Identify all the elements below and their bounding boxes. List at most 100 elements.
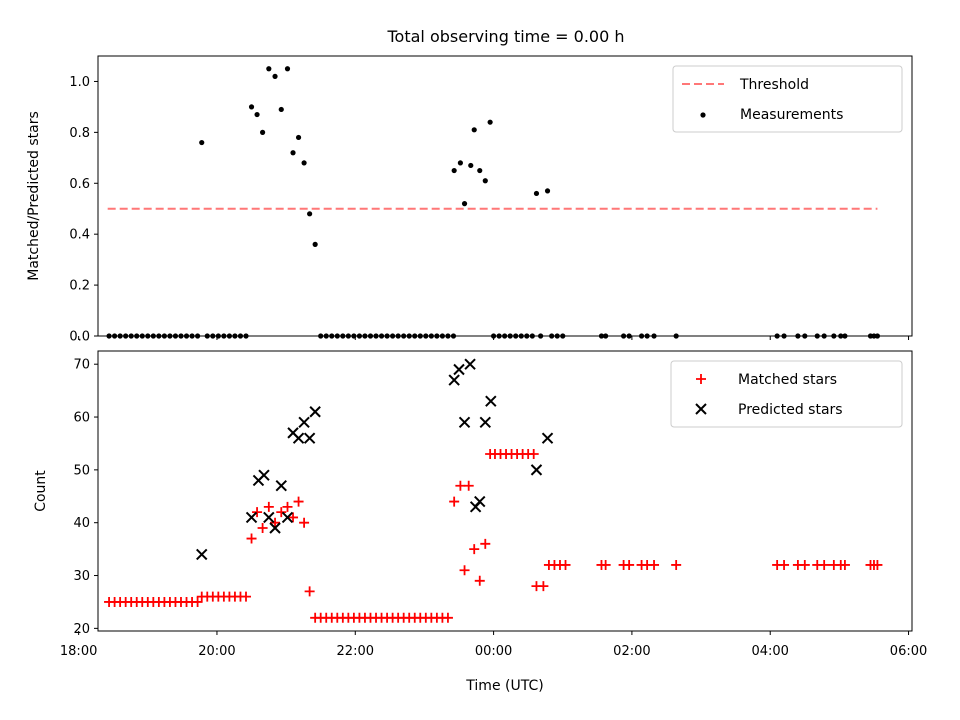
predicted-star-point: [263, 511, 275, 524]
legend-label: Predicted stars: [738, 402, 843, 418]
measurement-point: [301, 160, 307, 166]
legend-measurement-handle: [700, 112, 706, 118]
predicted-star-point: [541, 432, 554, 444]
measurement-point: [312, 241, 318, 247]
matched-star-point: [600, 559, 611, 570]
matched-star-point: [246, 533, 257, 544]
matched-star-point: [819, 559, 830, 570]
matched-star-point: [671, 559, 682, 570]
bottom-axes: 20 30 40 50 60 70 18:00 20:00 22:00 00:00 02:00 04:…: [33, 350, 927, 694]
measurement-point: [290, 150, 296, 156]
measurement-point: [307, 211, 313, 217]
measurement-point: [254, 111, 260, 118]
predicted-star-point: [479, 416, 491, 429]
matched-star-point: [288, 512, 299, 523]
matched-star-point: [304, 586, 315, 597]
matched-star-point: [459, 565, 470, 576]
y-tick-label: 50: [73, 463, 90, 478]
matched-star-point: [299, 517, 310, 528]
predicted-star-point: [485, 395, 497, 407]
measurement-point: [482, 178, 488, 184]
x-tick-label: 04:00: [751, 644, 788, 659]
predicted-star-point: [275, 480, 287, 492]
predicted-star-point: [474, 495, 486, 508]
matched-star-point: [442, 612, 453, 623]
axes-frame: [97, 55, 913, 337]
legend-box: [672, 65, 903, 133]
legend-matched-handle: [696, 374, 706, 384]
y-tick-label: 70: [73, 358, 90, 373]
measurement-point: [461, 201, 468, 207]
predicted-star-point: [530, 464, 543, 476]
predicted-star-point: [245, 511, 258, 524]
predicted-star-point: [458, 416, 471, 429]
matched-star-point: [257, 522, 268, 533]
x-tick-label: 22:00: [337, 644, 374, 659]
measurement-point: [278, 106, 284, 113]
predicted-star-point: [453, 363, 465, 376]
y-tick-label: 60: [73, 411, 90, 426]
measurement-point: [477, 167, 483, 174]
predicted-star-point: [309, 406, 321, 418]
predicted-star-point: [269, 522, 281, 534]
matched-star-point: [649, 559, 660, 570]
matched-star-point: [263, 501, 274, 512]
legend-label: Measurements: [740, 107, 843, 123]
measurement-point: [533, 190, 540, 197]
matched-star-point: [474, 575, 485, 586]
y-tick-label: 0.2: [69, 279, 90, 294]
matched-star-point: [270, 517, 281, 528]
matched-star-point: [469, 544, 480, 555]
measurement-point: [451, 167, 457, 174]
x-tick-label: 00:00: [475, 644, 512, 659]
legend-predicted-handle: [695, 403, 707, 415]
matched-star-point: [779, 559, 790, 570]
matched-star-point: [538, 581, 549, 592]
y-tick-label: 0.4: [69, 228, 90, 243]
measurement-point: [266, 66, 272, 72]
y-tick-label: 1.0: [69, 75, 90, 90]
matched-star-point: [282, 501, 293, 512]
y-tick-label: 30: [73, 569, 90, 584]
y-tick-label: 40: [73, 516, 90, 531]
predicted-star-point: [448, 374, 460, 386]
y-tick-label: 0.8: [69, 126, 90, 141]
y-tick-label: 0.0: [69, 330, 90, 345]
legend-label: Threshold: [739, 77, 809, 93]
predicted-star-point: [464, 358, 476, 370]
predicted-star-point: [281, 511, 294, 524]
x-tick-label: 20:00: [198, 644, 235, 659]
measurement-point: [544, 188, 551, 194]
measurement-point: [199, 139, 205, 146]
measurement-point: [471, 127, 477, 133]
axes-frame: [97, 350, 913, 632]
measurement-point: [259, 129, 266, 135]
matched-star-point: [799, 559, 810, 570]
figure-title: Total observing time = 0.00 h: [386, 27, 624, 46]
x-tick-label: 18:00: [60, 644, 97, 659]
predicted-star-point: [292, 432, 305, 444]
measurement-point: [248, 104, 255, 110]
measurement-point: [272, 73, 278, 79]
predicted-star-point: [303, 432, 316, 444]
y-axis-label: Count: [33, 470, 49, 512]
top-axes: 0.0 0.2 0.4 0.6 0.8 1.0 Matched/Predicted star…: [26, 55, 913, 345]
measurement-point: [487, 119, 493, 125]
predicted-star-point: [258, 469, 270, 481]
y-tick-label: 20: [73, 622, 90, 637]
matched-star-point: [872, 559, 883, 570]
matched-star-point: [252, 507, 263, 518]
predicted-star-point: [196, 548, 208, 561]
matched-star-point: [839, 559, 850, 570]
y-tick-label: 0.6: [69, 177, 90, 192]
matched-star-point: [276, 507, 287, 518]
legend-label: Matched stars: [738, 372, 837, 388]
matched-star-point: [241, 591, 251, 602]
legend-box: [670, 360, 903, 428]
x-axis-label: Time (UTC): [465, 678, 543, 694]
matched-star-point: [480, 538, 491, 549]
matched-star-point: [449, 496, 460, 507]
matched-star-point: [624, 559, 635, 570]
x-tick-label: 02:00: [613, 644, 650, 659]
